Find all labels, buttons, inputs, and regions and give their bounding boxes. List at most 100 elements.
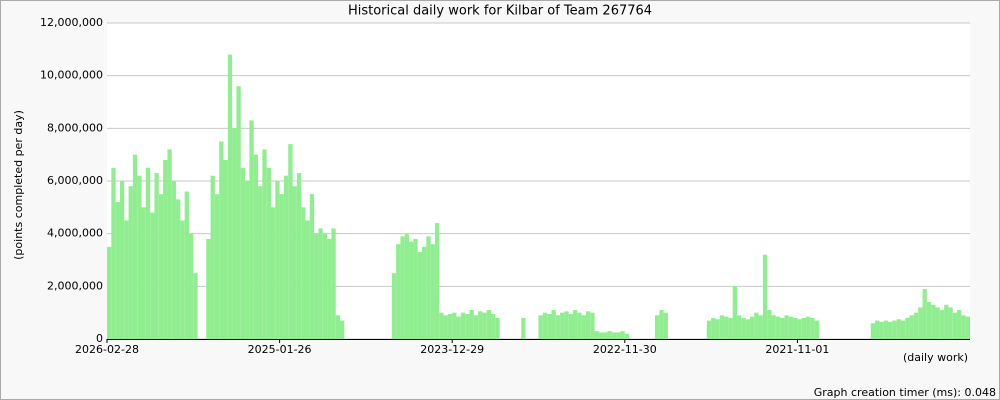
bar xyxy=(793,317,798,339)
bar xyxy=(585,311,591,339)
bar xyxy=(314,233,319,339)
bar xyxy=(568,313,574,339)
bar xyxy=(749,316,755,339)
bar xyxy=(184,191,189,339)
bar xyxy=(236,86,241,339)
bar xyxy=(724,316,729,339)
bar xyxy=(952,312,958,339)
bar xyxy=(331,228,336,339)
bar xyxy=(797,319,802,339)
bar xyxy=(232,128,237,339)
bar xyxy=(413,238,418,339)
bar xyxy=(896,319,901,339)
bar xyxy=(473,315,479,339)
bar xyxy=(137,175,142,339)
bar xyxy=(663,312,668,339)
x-tick-label: 2025-01-26 xyxy=(248,343,312,356)
bar xyxy=(283,175,289,339)
y-tick-label: 6,000,000 xyxy=(47,174,103,187)
bar xyxy=(193,273,198,339)
bar xyxy=(780,317,785,339)
bar xyxy=(167,149,172,339)
bar xyxy=(447,313,453,339)
bar xyxy=(417,252,422,339)
bar xyxy=(107,246,112,339)
bar xyxy=(434,223,440,339)
bar xyxy=(253,154,259,339)
bar xyxy=(223,159,228,339)
bar xyxy=(870,323,876,339)
bar xyxy=(482,312,487,339)
x-tick-label: 2022-11-30 xyxy=(593,343,657,356)
bar xyxy=(456,316,461,339)
bar xyxy=(560,312,565,339)
bar xyxy=(119,181,125,339)
bar xyxy=(594,331,599,339)
bar xyxy=(460,312,466,339)
bar xyxy=(935,307,940,339)
bar xyxy=(430,244,435,339)
bar xyxy=(719,315,725,339)
bar xyxy=(965,316,970,339)
bar xyxy=(279,194,284,339)
bar xyxy=(598,332,604,339)
bar xyxy=(922,288,927,339)
bar xyxy=(400,236,405,339)
bar xyxy=(421,246,427,339)
bar xyxy=(875,320,880,339)
bar xyxy=(948,307,953,339)
bar xyxy=(318,228,323,339)
y-tick-label: 2,000,000 xyxy=(47,279,103,292)
bar xyxy=(409,241,414,339)
bar xyxy=(801,317,807,339)
bar xyxy=(301,207,306,339)
bar xyxy=(931,304,936,339)
y-tick-label: 10,000,000 xyxy=(40,69,103,82)
bar xyxy=(926,302,932,339)
bar xyxy=(909,315,914,339)
bar xyxy=(219,141,224,339)
bar xyxy=(715,319,720,339)
bar xyxy=(288,144,293,339)
y-tick-label: 4,000,000 xyxy=(47,227,103,240)
bar xyxy=(883,320,889,339)
bar xyxy=(128,186,133,339)
bar xyxy=(521,317,526,339)
bar xyxy=(309,194,315,339)
x-tick-label: 2021-11-01 xyxy=(765,343,829,356)
bar xyxy=(659,310,664,339)
bar xyxy=(603,332,608,339)
bar xyxy=(210,175,215,339)
bar xyxy=(426,236,431,339)
bar xyxy=(745,319,750,339)
bar xyxy=(879,321,884,339)
bar xyxy=(913,312,919,339)
bar xyxy=(814,320,819,339)
bar xyxy=(322,233,328,339)
footer: Graph creation timer (ms): 0.048 xyxy=(814,386,996,399)
bar xyxy=(905,317,910,339)
bar xyxy=(486,310,492,339)
bar xyxy=(491,313,496,339)
bar xyxy=(551,310,556,339)
bar xyxy=(771,315,776,339)
bar xyxy=(607,331,612,339)
bar xyxy=(706,320,712,339)
bar xyxy=(270,207,276,339)
bar xyxy=(542,312,548,339)
bar xyxy=(564,311,569,339)
bar xyxy=(150,212,155,339)
bar xyxy=(180,220,185,339)
x-axis-label: (daily work) xyxy=(903,351,968,364)
bar xyxy=(158,194,164,339)
bar xyxy=(581,315,586,339)
bar xyxy=(249,120,254,339)
bar xyxy=(145,167,151,339)
bar xyxy=(478,311,483,339)
bar xyxy=(892,320,897,339)
bar xyxy=(154,173,159,339)
bar xyxy=(611,332,617,339)
bar xyxy=(741,317,746,339)
chart-title: Historical daily work for Kilbar of Team… xyxy=(348,4,652,19)
